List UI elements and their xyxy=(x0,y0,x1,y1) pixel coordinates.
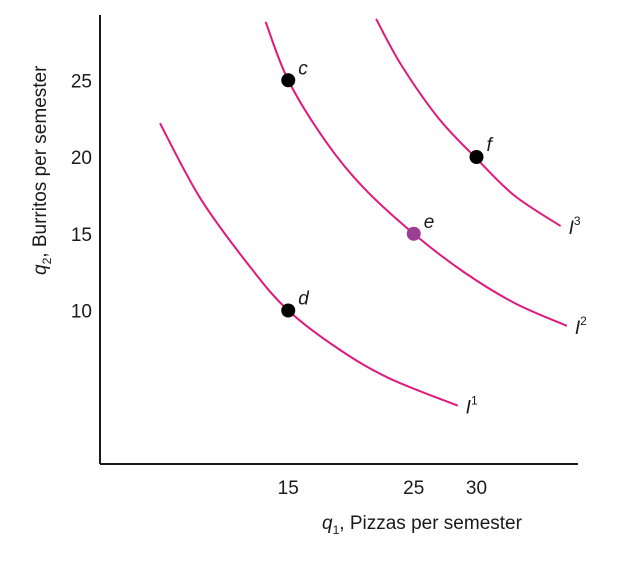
y-axis-label: q2, Burritos per semester xyxy=(30,65,54,275)
curve-label-name: I xyxy=(466,398,472,419)
y-tick-label: 10 xyxy=(71,302,92,323)
point-c xyxy=(281,73,296,88)
point-label-c: c xyxy=(298,58,308,79)
point-label-f: f xyxy=(487,135,494,156)
indifference-curve-1 xyxy=(159,122,459,407)
curve-label-sup: 2 xyxy=(580,314,587,328)
curve-label-sup: 3 xyxy=(574,214,581,228)
point-d xyxy=(281,303,296,318)
curve-label-name: I xyxy=(569,218,575,239)
x-tick-label: 30 xyxy=(466,478,487,499)
y-tick-label: 25 xyxy=(71,71,92,92)
x-axis-label: q1, Pizzas per semester xyxy=(322,513,523,537)
curve-label-name: I xyxy=(575,318,581,339)
x-axis-label-sub: 1 xyxy=(333,523,340,537)
tick-labels: 15 25 30 10 15 20 25 xyxy=(71,71,487,499)
x-tick-label: 25 xyxy=(403,478,424,499)
y-tick-label: 20 xyxy=(71,148,92,169)
axes xyxy=(99,15,578,465)
axis-labels: q1, Pizzas per semester q2, Burritos per… xyxy=(30,65,523,537)
point-label-e: e xyxy=(424,212,435,233)
curve-label-2: I2 xyxy=(575,314,587,339)
y-axis-label-sub: 2 xyxy=(40,257,54,264)
curve-label-sup: 1 xyxy=(471,394,478,408)
data-points: c d e f xyxy=(281,58,494,318)
x-axis-label-var: q xyxy=(322,513,333,534)
point-f xyxy=(469,150,484,164)
y-tick-label: 15 xyxy=(71,225,92,246)
x-axis-label-text: , Pizzas per semester xyxy=(339,513,522,534)
indifference-curve-2 xyxy=(264,21,568,327)
curve-label-3: I3 xyxy=(569,214,581,239)
indifference-curve-3 xyxy=(375,18,562,227)
point-e xyxy=(406,226,421,241)
point-label-d: d xyxy=(298,289,310,310)
x-tick-label: 15 xyxy=(278,478,299,499)
curve-label-1: I1 xyxy=(466,394,478,419)
y-axis-label-var: q xyxy=(30,264,51,275)
y-axis-label-text: , Burritos per semester xyxy=(30,65,51,258)
